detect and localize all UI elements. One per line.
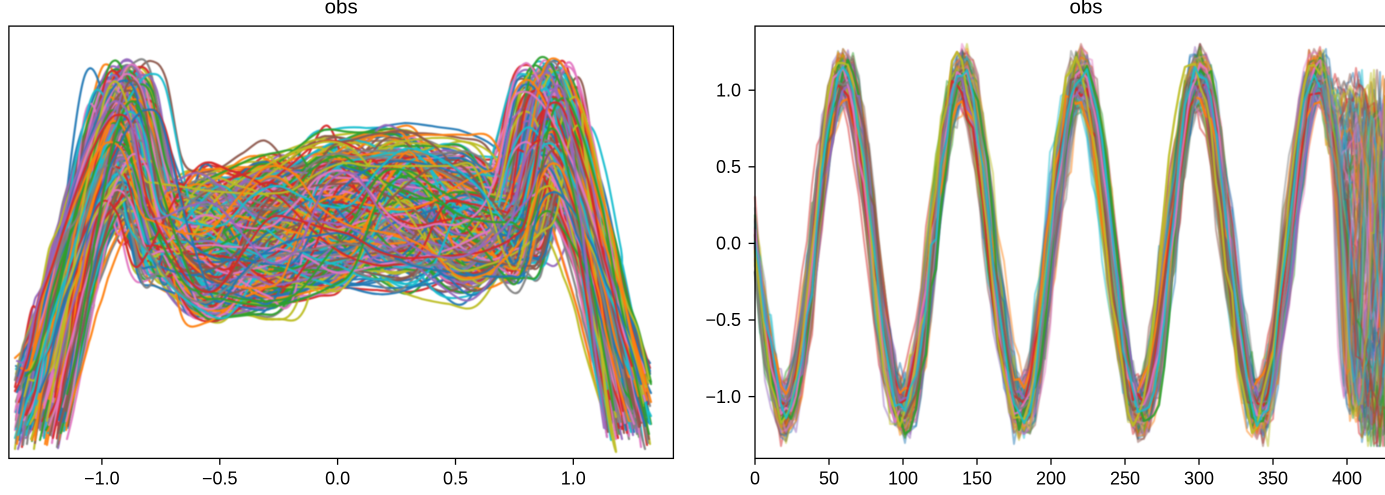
svg-text:400: 400: [1332, 469, 1362, 489]
svg-text:250: 250: [1110, 469, 1140, 489]
svg-text:0.5: 0.5: [716, 157, 741, 177]
svg-text:200: 200: [1036, 469, 1066, 489]
svg-text:350: 350: [1258, 469, 1288, 489]
svg-text:−0.5: −0.5: [705, 310, 741, 330]
svg-text:300: 300: [1184, 469, 1214, 489]
svg-text:−0.5: −0.5: [202, 469, 238, 489]
svg-text:50: 50: [819, 469, 839, 489]
svg-text:1.0: 1.0: [561, 469, 586, 489]
svg-text:0.5: 0.5: [443, 469, 468, 489]
svg-text:0.0: 0.0: [716, 234, 741, 254]
svg-text:obs: obs: [325, 0, 358, 18]
svg-text:0.0: 0.0: [325, 469, 350, 489]
svg-text:−1.0: −1.0: [84, 469, 120, 489]
svg-text:0: 0: [750, 469, 760, 489]
svg-text:150: 150: [962, 469, 992, 489]
svg-text:obs: obs: [1069, 0, 1102, 18]
svg-text:−1.0: −1.0: [705, 387, 741, 407]
svg-text:1.0: 1.0: [716, 81, 741, 101]
svg-text:100: 100: [888, 469, 918, 489]
